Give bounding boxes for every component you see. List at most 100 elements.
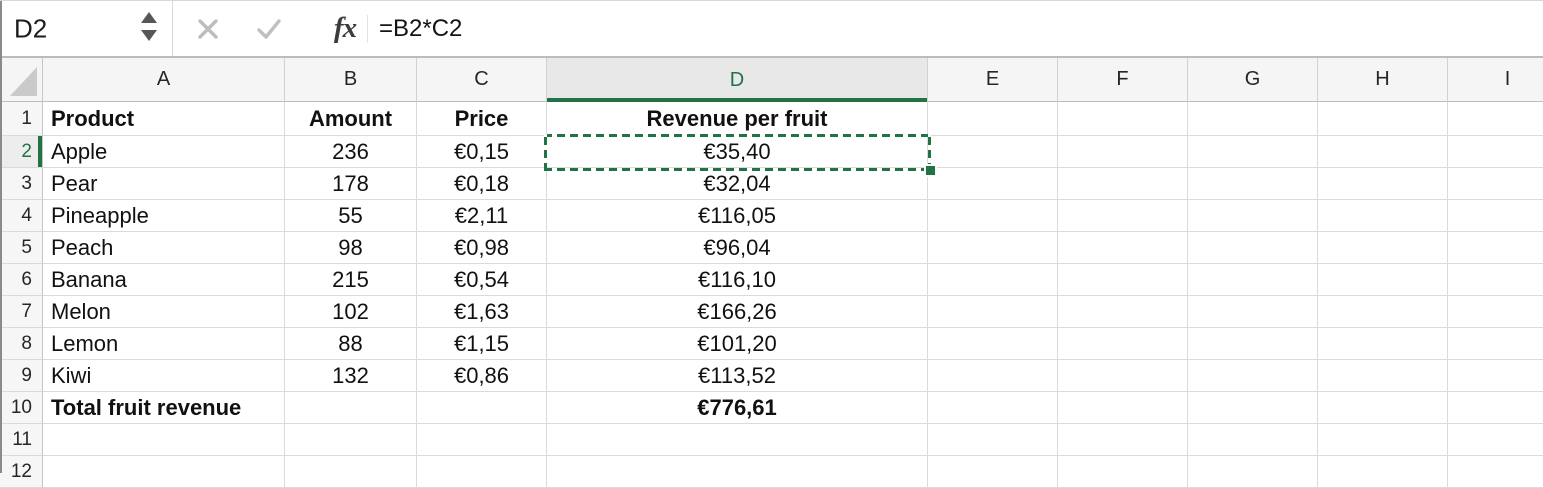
cell-I1[interactable] — [1448, 102, 1543, 136]
cell-D8[interactable]: €101,20 — [547, 328, 928, 360]
cell-I4[interactable] — [1448, 200, 1543, 232]
cell-C12[interactable] — [417, 456, 547, 488]
cell-F8[interactable] — [1058, 328, 1188, 360]
cell-A3[interactable]: Pear — [43, 168, 285, 200]
cell-F7[interactable] — [1058, 296, 1188, 328]
cell-H2[interactable] — [1318, 136, 1448, 168]
cell-F5[interactable] — [1058, 232, 1188, 264]
cell-A9[interactable]: Kiwi — [43, 360, 285, 392]
cell-E5[interactable] — [928, 232, 1058, 264]
cell-G9[interactable] — [1188, 360, 1318, 392]
cell-G12[interactable] — [1188, 456, 1318, 488]
row-header-3[interactable]: 3 — [0, 168, 43, 200]
cell-F9[interactable] — [1058, 360, 1188, 392]
cell-B7[interactable]: 102 — [285, 296, 417, 328]
cell-I3[interactable] — [1448, 168, 1543, 200]
cell-D11[interactable] — [547, 424, 928, 456]
cell-C4[interactable]: €2,11 — [417, 200, 547, 232]
cell-H9[interactable] — [1318, 360, 1448, 392]
cell-B6[interactable]: 215 — [285, 264, 417, 296]
cell-H10[interactable] — [1318, 392, 1448, 424]
cell-A2[interactable]: Apple — [43, 136, 285, 168]
cell-A5[interactable]: Peach — [43, 232, 285, 264]
cell-B10[interactable] — [285, 392, 417, 424]
cell-H4[interactable] — [1318, 200, 1448, 232]
cell-C10[interactable] — [417, 392, 547, 424]
cell-D7[interactable]: €166,26 — [547, 296, 928, 328]
cell-H1[interactable] — [1318, 102, 1448, 136]
cell-A7[interactable]: Melon — [43, 296, 285, 328]
cell-I5[interactable] — [1448, 232, 1543, 264]
row-header-2[interactable]: 2 — [0, 136, 43, 168]
row-header-11[interactable]: 11 — [0, 424, 43, 456]
cell-H3[interactable] — [1318, 168, 1448, 200]
cell-I7[interactable] — [1448, 296, 1543, 328]
cell-B9[interactable]: 132 — [285, 360, 417, 392]
cell-F6[interactable] — [1058, 264, 1188, 296]
cell-C11[interactable] — [417, 424, 547, 456]
cell-C2[interactable]: €0,15 — [417, 136, 547, 168]
cell-B11[interactable] — [285, 424, 417, 456]
column-header-e[interactable]: E — [928, 58, 1058, 102]
cell-E3[interactable] — [928, 168, 1058, 200]
cell-E4[interactable] — [928, 200, 1058, 232]
fill-handle[interactable] — [926, 166, 935, 175]
cell-B3[interactable]: 178 — [285, 168, 417, 200]
cell-I6[interactable] — [1448, 264, 1543, 296]
cell-G1[interactable] — [1188, 102, 1318, 136]
cell-C3[interactable]: €0,18 — [417, 168, 547, 200]
spinner-down-icon[interactable] — [141, 30, 157, 41]
row-header-8[interactable]: 8 — [0, 328, 43, 360]
cell-H6[interactable] — [1318, 264, 1448, 296]
cell-G6[interactable] — [1188, 264, 1318, 296]
spinner-up-icon[interactable] — [141, 12, 157, 23]
cell-A10[interactable]: Total fruit revenue — [43, 392, 285, 424]
cell-G8[interactable] — [1188, 328, 1318, 360]
cell-F10[interactable] — [1058, 392, 1188, 424]
cell-A11[interactable] — [43, 424, 285, 456]
cell-A4[interactable]: Pineapple — [43, 200, 285, 232]
row-header-5[interactable]: 5 — [0, 232, 43, 264]
cell-H7[interactable] — [1318, 296, 1448, 328]
cell-H11[interactable] — [1318, 424, 1448, 456]
cell-F4[interactable] — [1058, 200, 1188, 232]
cell-C1[interactable]: Price — [417, 102, 547, 136]
cell-B2[interactable]: 236 — [285, 136, 417, 168]
cell-D10[interactable]: €776,61 — [547, 392, 928, 424]
row-header-1[interactable]: 1 — [0, 102, 43, 136]
cell-I11[interactable] — [1448, 424, 1543, 456]
name-box-spinner[interactable] — [141, 12, 159, 46]
cell-G2[interactable] — [1188, 136, 1318, 168]
column-header-h[interactable]: H — [1318, 58, 1448, 102]
cell-I12[interactable] — [1448, 456, 1543, 488]
cell-D9[interactable]: €113,52 — [547, 360, 928, 392]
row-header-9[interactable]: 9 — [0, 360, 43, 392]
cell-E1[interactable] — [928, 102, 1058, 136]
cell-F12[interactable] — [1058, 456, 1188, 488]
cell-C6[interactable]: €0,54 — [417, 264, 547, 296]
cell-G11[interactable] — [1188, 424, 1318, 456]
row-header-4[interactable]: 4 — [0, 200, 43, 232]
cell-D6[interactable]: €116,10 — [547, 264, 928, 296]
cell-G4[interactable] — [1188, 200, 1318, 232]
cell-B12[interactable] — [285, 456, 417, 488]
cell-D1[interactable]: Revenue per fruit — [547, 102, 928, 136]
cell-E2[interactable] — [928, 136, 1058, 168]
cell-E10[interactable] — [928, 392, 1058, 424]
cell-C8[interactable]: €1,15 — [417, 328, 547, 360]
cell-A6[interactable]: Banana — [43, 264, 285, 296]
cell-E12[interactable] — [928, 456, 1058, 488]
cell-E11[interactable] — [928, 424, 1058, 456]
column-header-f[interactable]: F — [1058, 58, 1188, 102]
cell-D3[interactable]: €32,04 — [547, 168, 928, 200]
cell-B4[interactable]: 55 — [285, 200, 417, 232]
column-header-a[interactable]: A — [43, 58, 285, 102]
column-header-g[interactable]: G — [1188, 58, 1318, 102]
cell-D2[interactable]: €35,40 — [547, 136, 928, 168]
cell-F3[interactable] — [1058, 168, 1188, 200]
cell-F1[interactable] — [1058, 102, 1188, 136]
cell-I9[interactable] — [1448, 360, 1543, 392]
cell-H5[interactable] — [1318, 232, 1448, 264]
formula-input[interactable]: =B2*C2 — [379, 14, 463, 42]
cell-G10[interactable] — [1188, 392, 1318, 424]
